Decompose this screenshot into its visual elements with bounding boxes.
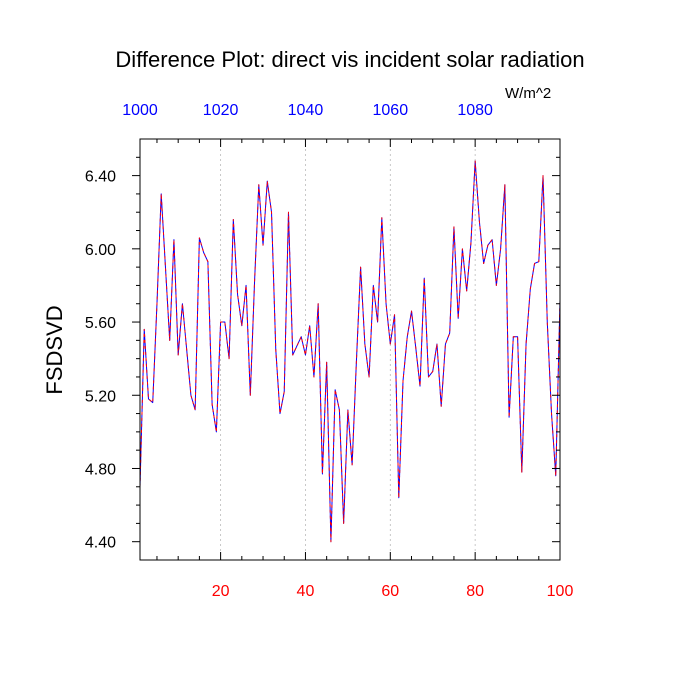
top-tick-label: 1040 xyxy=(288,102,324,119)
plot-frame xyxy=(139,138,561,561)
top-tick-label: 1000 xyxy=(122,102,158,119)
left-tick-label: 5.20 xyxy=(85,388,116,405)
y-axis-label: FSDSVD xyxy=(42,305,67,394)
bottom-tick-label: 80 xyxy=(466,583,484,600)
bottom-tick-label: 40 xyxy=(297,583,315,600)
left-tick-label: 6.40 xyxy=(85,169,116,186)
left-tick-label: 5.60 xyxy=(85,315,116,332)
series-line-series-b xyxy=(139,160,561,543)
axis-ticks xyxy=(132,139,561,560)
bottom-tick-label: 60 xyxy=(381,583,399,600)
top-tick-label: 1060 xyxy=(373,102,409,119)
series-lines xyxy=(139,160,561,543)
top-tick-label: 1020 xyxy=(203,102,239,119)
units-label: W/m^2 xyxy=(505,85,551,102)
left-tick-label: 6.00 xyxy=(85,242,116,259)
top-tick-label: 1080 xyxy=(457,102,493,119)
chart-title: Difference Plot: direct vis incident sol… xyxy=(115,47,584,72)
series-line-series-a xyxy=(139,160,561,543)
left-tick-label: 4.80 xyxy=(85,461,116,478)
grid xyxy=(220,139,476,560)
bottom-tick-label: 20 xyxy=(212,583,230,600)
left-tick-label: 4.40 xyxy=(85,535,116,552)
tick-labels: 20 40 60 80 100 1000 1020 1040 1060 1080 4.40 4.80 5… xyxy=(85,102,574,600)
bottom-tick-label: 100 xyxy=(547,583,574,600)
